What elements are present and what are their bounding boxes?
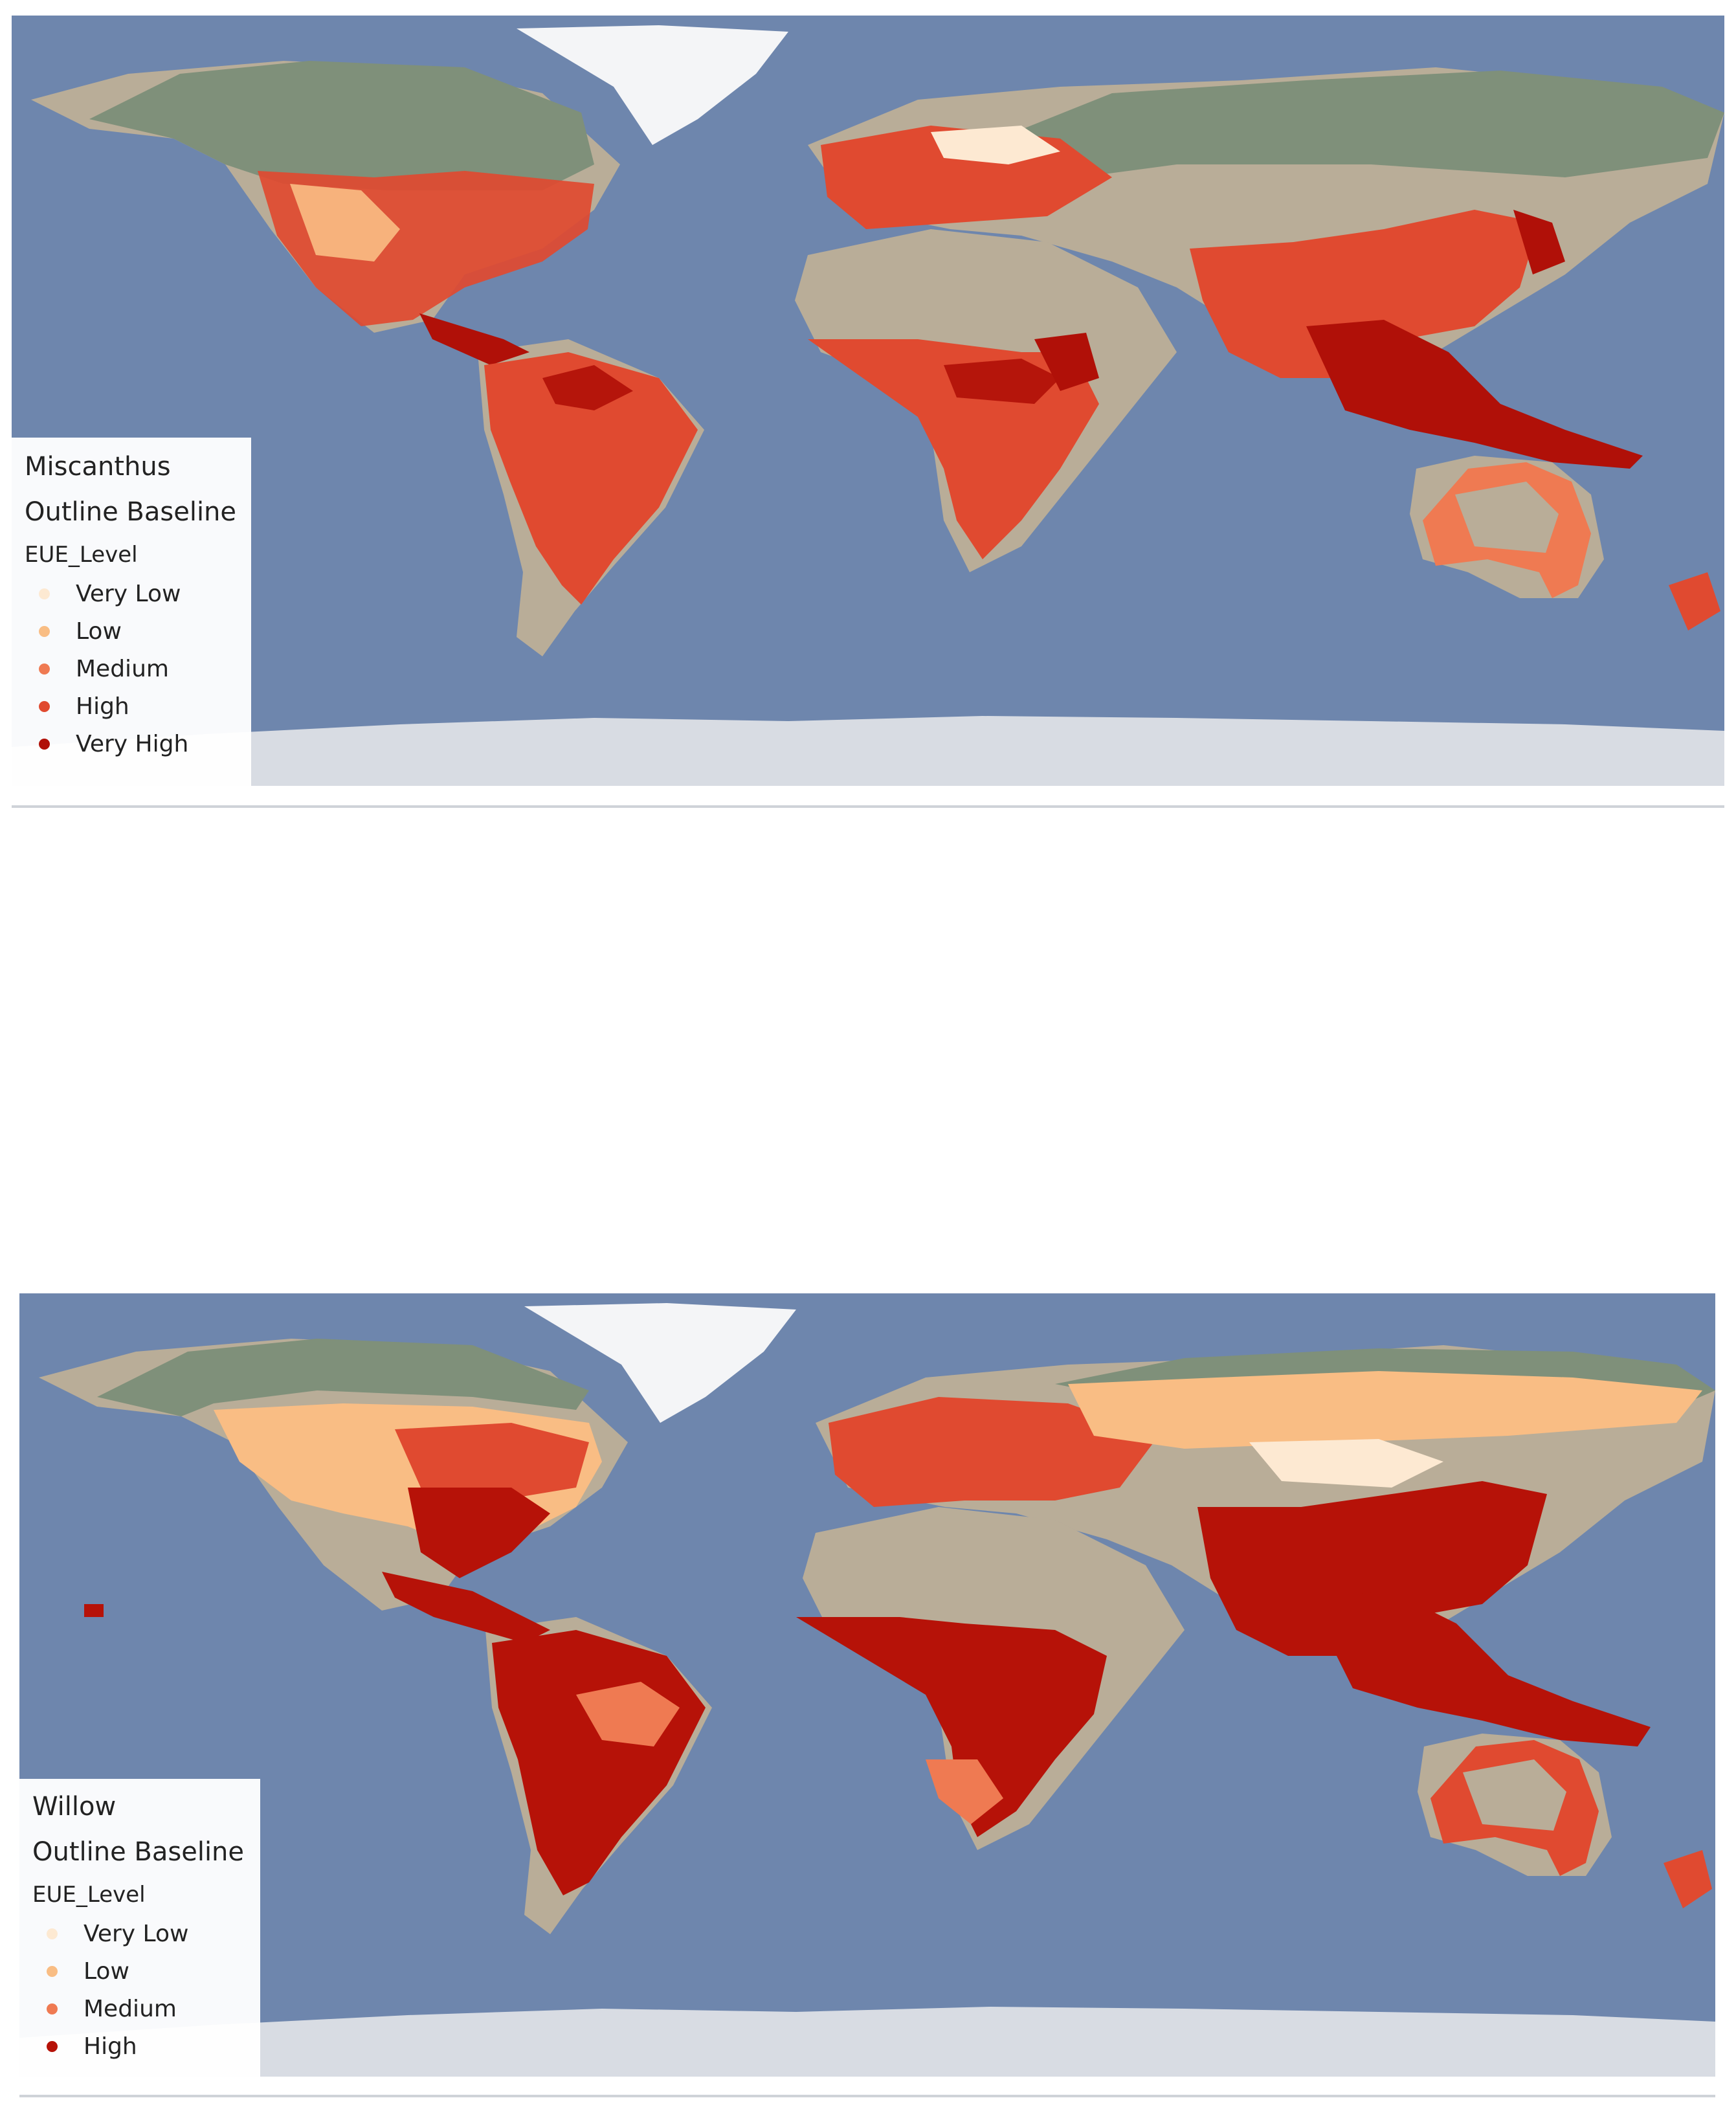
- legend-item-label: Medium: [76, 655, 169, 682]
- miscanthus-map-canvas: [12, 16, 1724, 786]
- eue-zone-new-zealand: [1669, 572, 1720, 630]
- legend-item: Medium: [12, 650, 251, 687]
- legend-item-label: Medium: [83, 1995, 177, 2022]
- eue-zone-southern-africa: [926, 1759, 1003, 1824]
- greenland: [524, 1303, 796, 1423]
- eue-zone-north-america-east: [395, 1423, 589, 1501]
- map-2-divider: [19, 2095, 1715, 2097]
- legend-medium-swatch: [47, 2003, 58, 2014]
- legend-item-label: High: [83, 2033, 137, 2060]
- eue-zone-southeast-us: [408, 1488, 550, 1578]
- eue-zone-south-east-asia: [1190, 210, 1539, 378]
- legend-item: High: [12, 687, 251, 725]
- antarctica: [12, 716, 1724, 786]
- legend-item: Very Low: [19, 1915, 260, 1952]
- eue-zone-amazon-north: [542, 365, 633, 410]
- legend-item-label: Low: [76, 618, 122, 645]
- legend-layer-name: Outline Baseline: [25, 497, 237, 527]
- eue-zone-north-america-west: [290, 184, 400, 262]
- legend-item-label: Low: [83, 1958, 129, 1985]
- map-1-divider: [12, 805, 1724, 808]
- legend-very-low-swatch: [39, 588, 50, 599]
- legend-item: Low: [19, 1952, 260, 1990]
- legend-title: Miscanthus: [25, 452, 171, 482]
- eue-zone-central-africa: [944, 359, 1060, 404]
- willow-map: Willow Outline Baseline EUE_Level Very L…: [19, 1293, 1715, 2077]
- eue-zone-hawaii: [84, 1604, 104, 1617]
- legend-item: High: [19, 2027, 260, 2065]
- greenland: [517, 25, 788, 145]
- eue-zone-japan: [1513, 210, 1565, 274]
- siberia-boreal: [983, 71, 1724, 177]
- willow-legend: Willow Outline Baseline EUE_Level Very L…: [19, 1779, 260, 2077]
- eue-zone-central-america: [382, 1572, 550, 1643]
- eue-zone-indonesia: [1306, 320, 1643, 469]
- legend-field-name: EUE_Level: [25, 542, 138, 568]
- eue-zone-africa: [796, 1617, 1107, 1837]
- legend-item-label: Very Low: [76, 580, 181, 607]
- legend-item-label: Very Low: [83, 1920, 189, 1947]
- legend-high-swatch: [39, 700, 50, 712]
- canada-boreal: [89, 61, 594, 190]
- antarctica: [19, 2007, 1715, 2077]
- legend-item: Low: [12, 612, 251, 650]
- willow-map-canvas: [19, 1293, 1715, 2077]
- legend-very-low-swatch: [47, 1928, 58, 1939]
- eue-zone-indonesia: [1308, 1591, 1651, 1746]
- eue-zone-brazil-interior: [576, 1682, 680, 1746]
- legend-field-name: EUE_Level: [32, 1882, 146, 1908]
- legend-high-swatch: [47, 2040, 58, 2052]
- legend-layer-name: Outline Baseline: [32, 1837, 245, 1867]
- legend-low-swatch: [39, 625, 50, 637]
- miscanthus-map: Miscanthus Outline Baseline EUE_Level Ve…: [12, 16, 1724, 786]
- eue-zone-central-america: [419, 313, 529, 365]
- miscanthus-legend: Miscanthus Outline Baseline EUE_Level Ve…: [12, 438, 251, 786]
- legend-item: Very High: [12, 725, 251, 763]
- legend-title: Willow: [32, 1792, 117, 1822]
- legend-item: Medium: [19, 1990, 260, 2027]
- eue-zone-south-east-asia: [1197, 1481, 1547, 1656]
- legend-low-swatch: [47, 1965, 58, 1977]
- legend-item: Very Low: [12, 575, 251, 612]
- legend-very-high-swatch: [39, 738, 50, 750]
- eue-zone-europe: [829, 1397, 1159, 1507]
- legend-item-label: High: [76, 693, 129, 720]
- eue-zone-russia: [1068, 1371, 1702, 1449]
- eue-zone-new-zealand: [1664, 1850, 1712, 1908]
- australia-interior: [1463, 1759, 1566, 1831]
- canada-boreal: [97, 1339, 589, 1416]
- eue-zone-central-asia: [1249, 1439, 1443, 1488]
- eue-zone-eastern-europe: [931, 126, 1060, 164]
- legend-item-label: Very High: [76, 730, 189, 757]
- legend-medium-swatch: [39, 663, 50, 675]
- australia-interior: [1455, 482, 1559, 553]
- eue-zone-south-america: [484, 352, 698, 605]
- eue-zone-ethiopia: [1034, 333, 1099, 391]
